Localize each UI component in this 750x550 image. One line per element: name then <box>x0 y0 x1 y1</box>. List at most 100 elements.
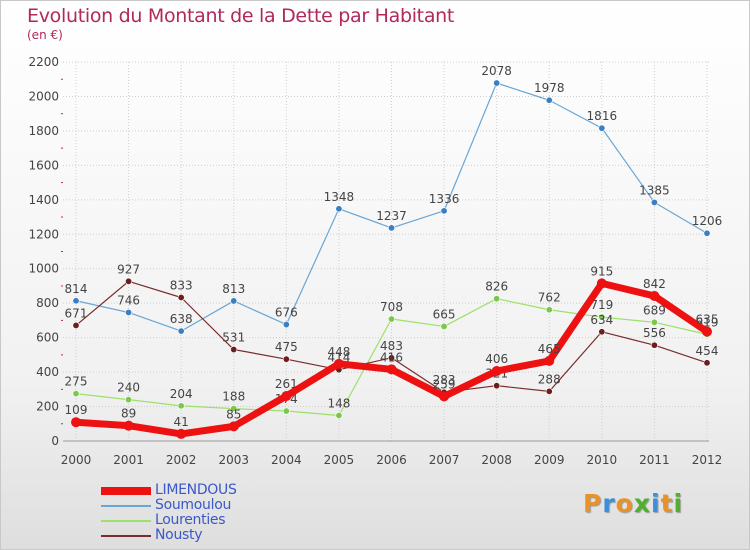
data-label: 89 <box>121 407 136 421</box>
y-tick-label: 0 <box>51 434 59 448</box>
data-point <box>544 355 555 366</box>
y-tick-label: 800 <box>36 296 59 310</box>
data-point <box>125 396 133 404</box>
data-label: 927 <box>117 262 140 276</box>
data-label: 1206 <box>692 214 723 228</box>
data-point <box>282 407 290 415</box>
legend-swatch <box>101 505 151 507</box>
data-point <box>545 387 553 395</box>
data-point <box>439 391 450 402</box>
data-label: 41 <box>174 415 189 429</box>
data-point <box>335 412 343 420</box>
data-label: 826 <box>485 280 508 294</box>
proxiti-logo: Proxiti <box>583 489 684 518</box>
data-label: 2078 <box>481 64 512 78</box>
data-point <box>71 417 81 428</box>
data-label: 406 <box>485 352 508 366</box>
data-label: 814 <box>65 282 88 296</box>
data-label: 1978 <box>534 81 565 95</box>
x-tick-label: 2007 <box>429 453 460 467</box>
data-point <box>702 326 712 337</box>
data-point <box>598 124 606 132</box>
data-label: 719 <box>590 298 613 312</box>
data-label: 665 <box>433 307 456 321</box>
data-point <box>72 321 80 329</box>
data-point <box>72 390 80 398</box>
chart-subtitle: (en €) <box>27 28 63 42</box>
data-label: 634 <box>590 313 613 327</box>
data-label: 454 <box>696 344 719 358</box>
y-tick-label: 400 <box>36 365 59 379</box>
data-label: 638 <box>170 312 193 326</box>
data-label: 288 <box>538 372 561 386</box>
data-point <box>177 327 185 335</box>
data-point <box>598 313 606 321</box>
y-tick-label: 1200 <box>28 227 59 241</box>
data-label: 204 <box>170 387 193 401</box>
data-point <box>335 205 343 213</box>
y-tick-label: 200 <box>36 400 59 414</box>
data-point <box>72 297 80 305</box>
data-label: 842 <box>643 277 666 291</box>
data-point <box>123 420 134 431</box>
data-point <box>650 318 658 326</box>
data-label: 833 <box>170 278 193 292</box>
legend-swatch <box>101 535 151 537</box>
data-label: 240 <box>117 381 140 395</box>
data-label: 1385 <box>639 183 670 197</box>
data-point <box>125 277 133 285</box>
y-tick-label: 1800 <box>28 124 59 138</box>
data-label: 448 <box>327 345 350 359</box>
data-label: 1237 <box>376 209 407 223</box>
data-point <box>440 207 448 215</box>
data-point <box>649 290 660 301</box>
x-tick-label: 2009 <box>534 453 565 467</box>
y-tick-label: 2200 <box>28 55 59 69</box>
data-point <box>493 79 501 87</box>
data-label: 1348 <box>324 190 355 204</box>
data-label: 148 <box>327 397 350 411</box>
data-point <box>282 321 290 329</box>
data-point <box>177 293 185 301</box>
data-label: 109 <box>65 403 88 417</box>
x-tick-label: 2006 <box>376 453 407 467</box>
x-tick-label: 2003 <box>218 453 249 467</box>
data-point <box>703 359 711 367</box>
x-tick-label: 2005 <box>324 453 355 467</box>
data-label: 465 <box>538 342 561 356</box>
data-label: 85 <box>226 407 241 421</box>
legend-swatch <box>101 487 151 495</box>
chart-title: Evolution du Montant de la Dette par Hab… <box>27 5 455 27</box>
data-point <box>545 96 553 104</box>
x-tick-label: 2011 <box>639 453 670 467</box>
data-label: 708 <box>380 300 403 314</box>
legend-label: Soumoulou <box>155 497 232 513</box>
data-point <box>125 308 133 316</box>
legend-label: Lourenties <box>155 512 226 528</box>
data-point <box>176 428 187 439</box>
data-label: 275 <box>65 375 88 389</box>
data-label: 483 <box>380 339 403 353</box>
x-tick-label: 2002 <box>166 453 197 467</box>
data-point <box>493 295 501 303</box>
data-point <box>282 355 290 363</box>
y-tick-label: 1600 <box>28 158 59 172</box>
legend-label: LIMENDOUS <box>155 482 237 498</box>
data-label: 416 <box>380 350 403 364</box>
y-tick-label: 1400 <box>28 193 59 207</box>
data-point <box>493 382 501 390</box>
data-label: 283 <box>433 373 456 387</box>
data-label: 746 <box>117 293 140 307</box>
data-label: 813 <box>222 282 245 296</box>
data-label: 689 <box>643 303 666 317</box>
x-tick-label: 2008 <box>481 453 512 467</box>
data-point <box>491 366 502 377</box>
data-point <box>230 405 238 413</box>
data-point <box>598 328 606 336</box>
data-label: 261 <box>275 377 298 391</box>
data-label: 676 <box>275 306 298 320</box>
x-tick-label: 2010 <box>587 453 618 467</box>
data-point <box>387 315 395 323</box>
